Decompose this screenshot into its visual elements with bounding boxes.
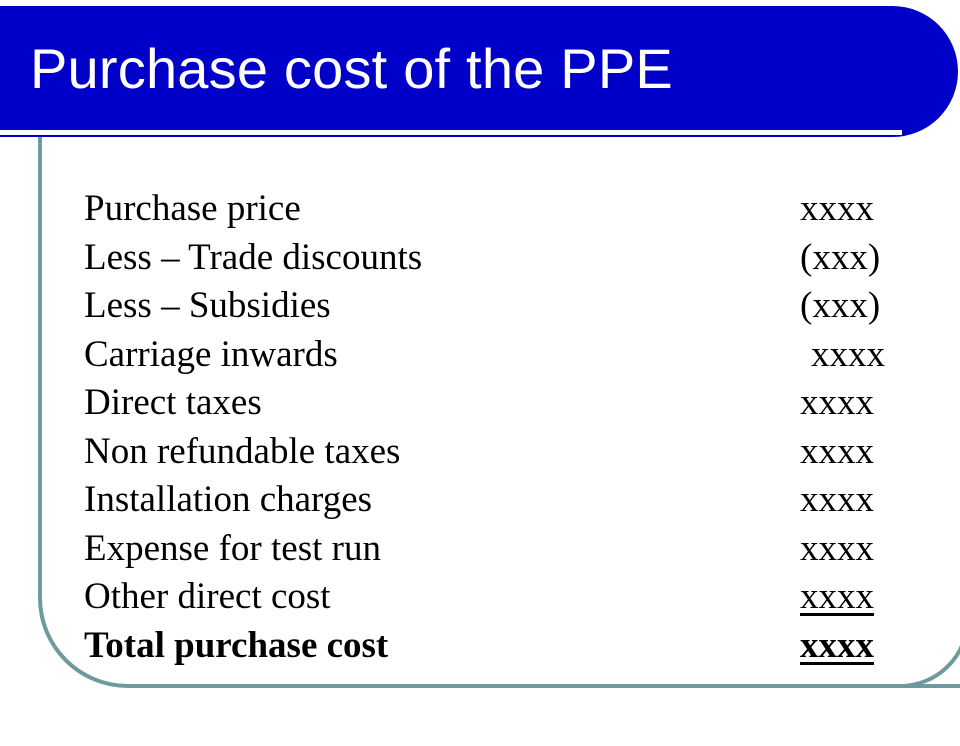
cost-row-non-refundable-taxes: Non refundable taxes xxxx <box>84 429 890 478</box>
cost-row-direct-taxes: Direct taxes xxxx <box>84 380 890 429</box>
cost-row-carriage-inwards: Carriage inwards xxxx <box>84 332 890 381</box>
cost-value: xxxx <box>800 479 874 520</box>
cost-label: Direct taxes <box>84 382 262 423</box>
cost-row-installation-charges: Installation charges xxxx <box>84 477 890 526</box>
cost-label: Installation charges <box>84 479 373 520</box>
cost-value: xxxx <box>800 430 874 472</box>
cost-value: xxxx <box>800 382 874 423</box>
cost-label: Non refundable taxes <box>84 430 401 472</box>
cost-label: Expense for test run <box>84 527 381 569</box>
title-underline <box>0 130 902 135</box>
total-label: Total purchase cost <box>84 624 389 666</box>
title-bar: Purchase cost of the PPE <box>0 6 958 137</box>
cost-label: Purchase price <box>84 188 301 229</box>
slide-frame <box>38 60 960 688</box>
cost-label: Less – Trade discounts <box>84 236 423 278</box>
slide-title: Purchase cost of the PPE <box>30 37 673 100</box>
cost-value: (xxx) <box>800 236 881 278</box>
cost-row-subsidies: Less – Subsidies (xxx) <box>84 283 890 332</box>
cost-row-trade-discounts: Less – Trade discounts (xxx) <box>84 235 890 284</box>
purchase-cost-table: Purchase price xxxx Less – Trade discoun… <box>84 186 890 671</box>
slide-frame-right-curve <box>890 60 960 688</box>
cost-value: (xxx) <box>800 285 881 326</box>
cost-label: Carriage inwards <box>84 333 338 375</box>
cost-label: Less – Subsidies <box>84 285 331 326</box>
cost-row-purchase-price: Purchase price xxxx <box>84 186 890 235</box>
total-value: xxxx <box>800 624 874 666</box>
cost-row-test-run: Expense for test run xxxx <box>84 526 890 575</box>
cost-label: Other direct cost <box>84 576 331 617</box>
cost-row-total: Total purchase cost xxxx <box>84 623 890 672</box>
cost-value: xxxx <box>800 527 874 569</box>
cost-row-other-direct-cost: Other direct cost xxxx <box>84 574 890 623</box>
cost-value: xxxx <box>811 333 885 375</box>
cost-value: xxxx <box>800 576 874 617</box>
cost-value: xxxx <box>800 188 874 229</box>
